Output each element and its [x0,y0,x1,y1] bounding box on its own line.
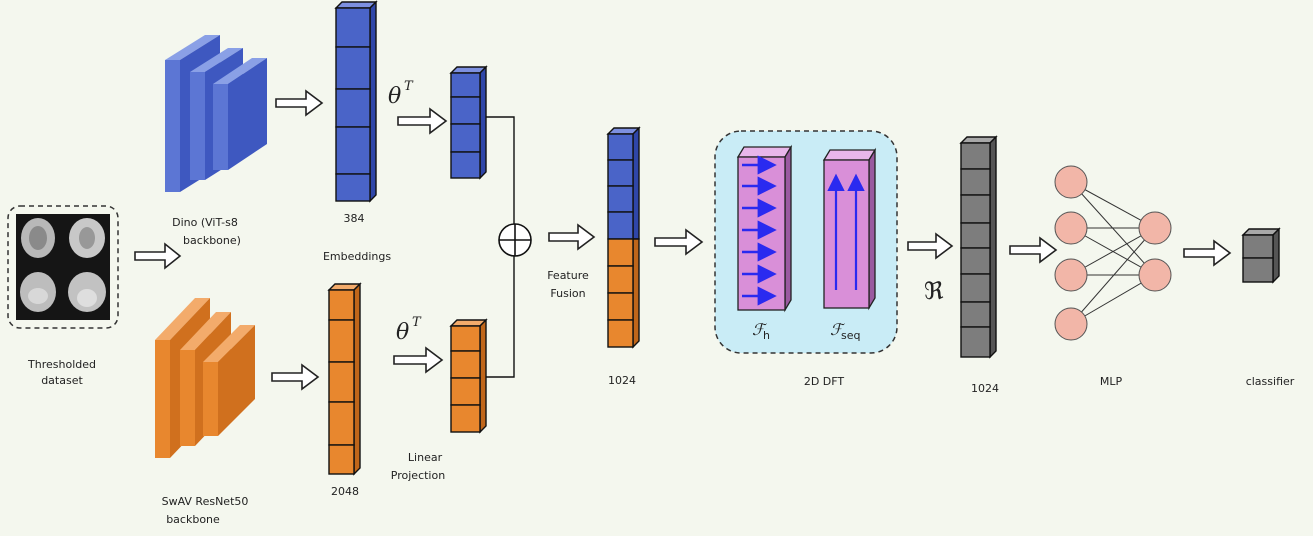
embeddings-label: Embeddings [323,250,391,263]
classifier-column [1241,227,1281,284]
theta-top-sup: T [404,79,414,94]
fusion-connectors [486,116,515,378]
mlp-input-node-1 [1054,165,1088,199]
theta-bottom-sup: T [412,315,422,330]
hollow-arrows [134,89,1232,391]
swav-dim-label: 2048 [331,485,359,498]
mlp-input-node-4 [1054,307,1088,341]
arrow-fused-dft [654,228,704,256]
arrow-dino-embed [275,89,324,117]
fh-arrows [742,155,777,306]
brain-thumbnails [20,218,106,312]
dataset-label-line1: Thresholded [27,358,96,371]
real-dim-label: 1024 [971,382,999,395]
arrow-dataset-dino [134,242,182,270]
swav-label-line1: SwAV ResNet50 [162,495,249,508]
mlp-nodes [1054,165,1172,341]
fseq-label: ℱ [830,320,846,339]
dino-label-line1: Dino (ViT-s8 [172,216,238,229]
dataset-box [7,205,119,329]
dataset-label-line2: dataset [41,374,83,387]
fseq-block [822,147,877,311]
fh-label: ℱ [752,320,768,339]
arrow-real-mlp [1009,236,1058,264]
swav-embedding-column [327,282,362,476]
fused-column [606,126,641,349]
fh-subscript: h [763,329,770,342]
swav-backbone-icon [155,298,255,458]
arrow-sum-fused [548,223,596,251]
arrow-embed-proj-top [397,107,448,135]
arrow-dft-real [907,232,954,260]
mlp-label: MLP [1100,375,1123,388]
linear-label-line2: Projection [391,469,445,482]
fused-dim-label: 1024 [608,374,636,387]
dft-label: 2D DFT [804,375,845,388]
theta-bottom: θ [396,320,409,345]
dino-dim-label: 384 [344,212,365,225]
arrow-mlp-classifier [1183,239,1232,267]
linear-label-line1: Linear [408,451,443,464]
fh-block [736,144,793,313]
swav-projection-column [449,318,488,434]
sum-icon [498,223,532,257]
fseq-subscript: seq [841,329,860,342]
classifier-label: classifier [1246,375,1295,388]
dino-embedding-column [334,0,378,203]
mlp-output-node-1 [1138,211,1172,245]
theta-top: θ [388,84,401,109]
fseq-arrows [827,173,865,290]
arrow-swav-embed [271,363,320,391]
fusion-label-line1: Feature [547,269,589,282]
dino-backbone-icon [165,35,267,192]
dino-projection-column [449,65,488,180]
dino-label-line2: backbone) [183,234,241,247]
mlp-input-node-3 [1054,258,1088,292]
mlp-edges [1070,181,1156,325]
swav-label-line2: backbone [166,513,220,526]
real-output-column [959,135,998,359]
real-part-label: ℜ [924,277,944,305]
mlp-output-node-2 [1138,258,1172,292]
arrow-embed-proj-bottom [393,346,444,374]
mlp-input-node-2 [1054,211,1088,245]
fusion-label-line2: Fusion [550,287,585,300]
